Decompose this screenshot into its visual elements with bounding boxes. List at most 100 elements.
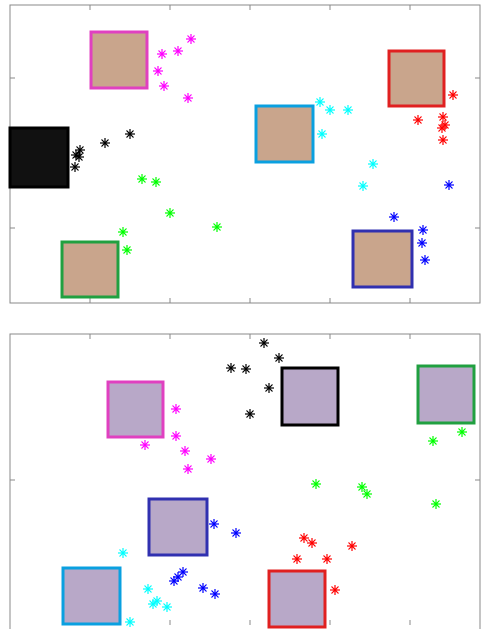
marker-stroke bbox=[149, 600, 157, 608]
point bbox=[171, 404, 181, 414]
point bbox=[151, 177, 161, 187]
marker-stroke bbox=[163, 603, 171, 611]
marker-stroke bbox=[141, 441, 149, 449]
marker-stroke bbox=[160, 82, 168, 90]
marker-stroke bbox=[438, 124, 446, 132]
point bbox=[322, 554, 332, 564]
marker-stroke bbox=[359, 182, 367, 190]
point bbox=[413, 115, 423, 125]
marker-stroke bbox=[207, 455, 215, 463]
marker-stroke bbox=[414, 116, 422, 124]
point bbox=[212, 222, 222, 232]
point bbox=[438, 112, 448, 122]
point bbox=[259, 338, 269, 348]
marker-stroke bbox=[184, 94, 192, 102]
point bbox=[183, 464, 193, 474]
marker-stroke bbox=[184, 465, 192, 473]
point bbox=[148, 599, 158, 609]
marker-stroke bbox=[158, 50, 166, 58]
point bbox=[292, 554, 302, 564]
marker-stroke bbox=[126, 618, 134, 626]
point bbox=[457, 427, 467, 437]
marker-stroke bbox=[123, 246, 131, 254]
point bbox=[180, 446, 190, 456]
point bbox=[137, 174, 147, 184]
point bbox=[431, 499, 441, 509]
marker-stroke bbox=[138, 175, 146, 183]
marker-stroke bbox=[119, 549, 127, 557]
point bbox=[159, 81, 169, 91]
point bbox=[368, 159, 378, 169]
marker-stroke bbox=[172, 405, 180, 413]
face bbox=[280, 366, 340, 427]
point bbox=[241, 364, 251, 374]
point bbox=[315, 97, 325, 107]
marker-stroke bbox=[166, 209, 174, 217]
marker-stroke bbox=[308, 539, 316, 547]
point bbox=[317, 129, 327, 139]
point bbox=[347, 541, 357, 551]
marker-stroke bbox=[432, 500, 440, 508]
marker-stroke bbox=[318, 130, 326, 138]
marker-stroke bbox=[75, 153, 83, 161]
point bbox=[125, 617, 135, 627]
marker-stroke bbox=[227, 364, 235, 372]
point bbox=[173, 46, 183, 56]
face bbox=[254, 104, 315, 164]
marker-stroke bbox=[390, 213, 398, 221]
point bbox=[438, 135, 448, 145]
marker-stroke bbox=[246, 410, 254, 418]
point bbox=[343, 105, 353, 115]
point bbox=[311, 479, 321, 489]
point bbox=[299, 533, 309, 543]
point bbox=[186, 34, 196, 44]
marker-stroke bbox=[421, 256, 429, 264]
point bbox=[165, 208, 175, 218]
marker-stroke bbox=[445, 181, 453, 189]
point bbox=[226, 363, 236, 373]
marker-stroke bbox=[369, 160, 377, 168]
marker-stroke bbox=[152, 178, 160, 186]
marker-stroke bbox=[449, 91, 457, 99]
face bbox=[89, 30, 149, 90]
point bbox=[209, 519, 219, 529]
point bbox=[122, 245, 132, 255]
point bbox=[118, 548, 128, 558]
point bbox=[206, 454, 216, 464]
point bbox=[357, 482, 367, 492]
point bbox=[358, 181, 368, 191]
face-images bbox=[8, 30, 476, 629]
marker-stroke bbox=[172, 432, 180, 440]
face bbox=[8, 126, 70, 189]
point bbox=[264, 383, 274, 393]
marker-stroke bbox=[458, 428, 466, 436]
marker-stroke bbox=[300, 534, 308, 542]
point bbox=[330, 585, 340, 595]
marker-stroke bbox=[211, 590, 219, 598]
marker-stroke bbox=[76, 146, 84, 154]
marker-stroke bbox=[316, 98, 324, 106]
marker-stroke bbox=[153, 597, 161, 605]
point bbox=[152, 596, 162, 606]
point bbox=[418, 225, 428, 235]
marker-stroke bbox=[419, 226, 427, 234]
face bbox=[351, 229, 414, 289]
marker-stroke bbox=[242, 365, 250, 373]
marker-stroke bbox=[323, 555, 331, 563]
marker-stroke bbox=[344, 106, 352, 114]
marker-stroke bbox=[187, 35, 195, 43]
marker-stroke bbox=[101, 139, 109, 147]
marker-stroke bbox=[119, 228, 127, 236]
point bbox=[210, 589, 220, 599]
marker-stroke bbox=[429, 437, 437, 445]
marker-stroke bbox=[154, 67, 162, 75]
point bbox=[437, 123, 447, 133]
face bbox=[61, 566, 122, 626]
point bbox=[448, 90, 458, 100]
marker-stroke bbox=[439, 136, 447, 144]
marker-stroke bbox=[312, 480, 320, 488]
point bbox=[444, 180, 454, 190]
face bbox=[147, 497, 209, 557]
point bbox=[325, 105, 335, 115]
